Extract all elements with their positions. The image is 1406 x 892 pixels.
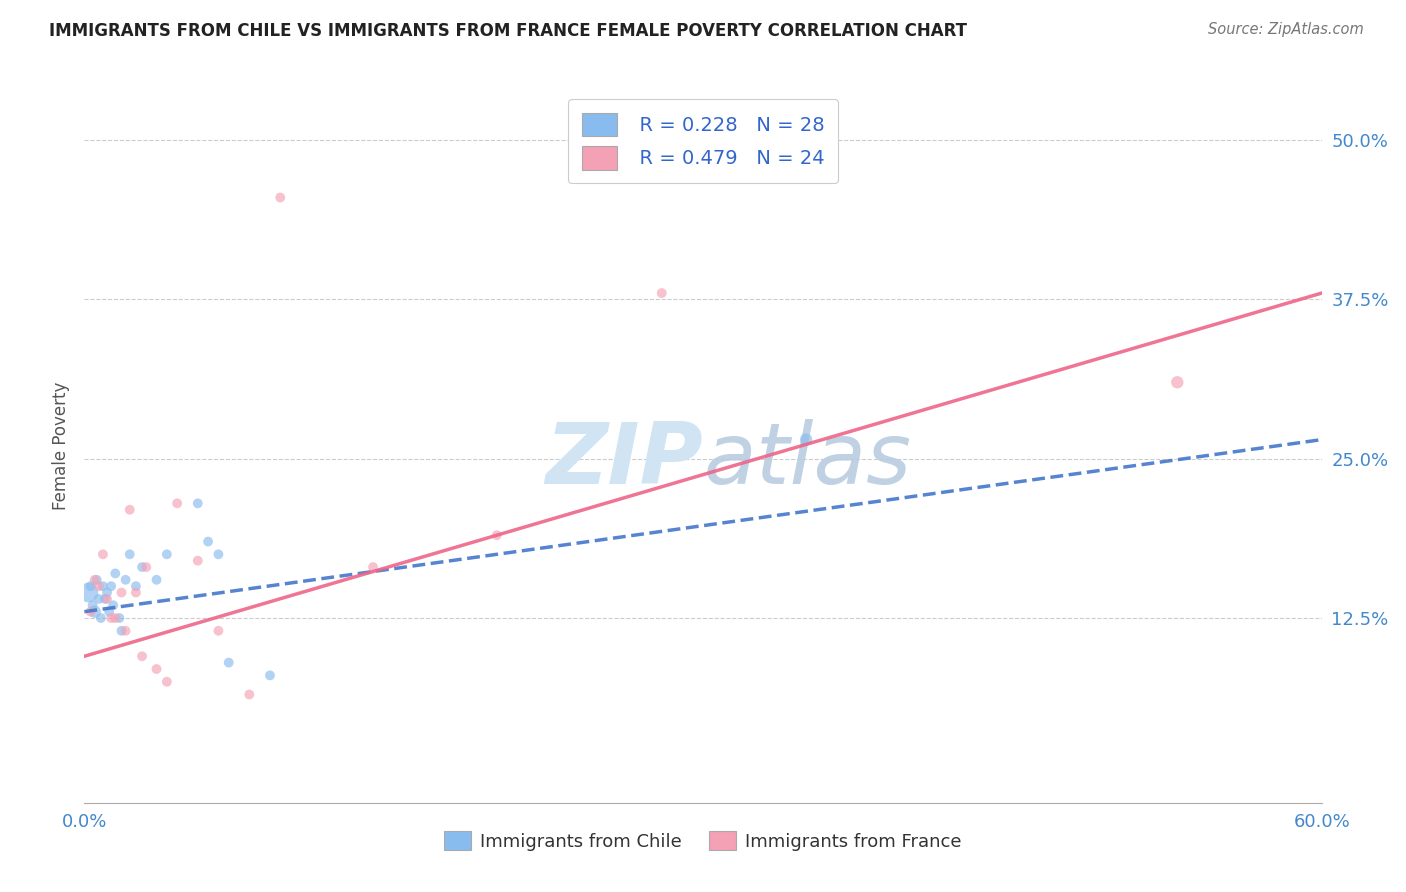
Point [125, 585, 148, 599]
Point [110, 585, 132, 599]
Point [83, 573, 105, 587]
Text: atlas: atlas [703, 418, 911, 502]
Point [77, 585, 100, 599]
Text: Source: ZipAtlas.com: Source: ZipAtlas.com [1208, 22, 1364, 37]
Point [238, 688, 260, 702]
Point [103, 599, 125, 613]
Point [104, 566, 127, 581]
Point [79, 605, 101, 619]
Point [86, 573, 108, 587]
Point [108, 611, 131, 625]
Point [131, 649, 153, 664]
Y-axis label: Female Poverty: Female Poverty [52, 382, 70, 510]
Text: ZIP: ZIP [546, 418, 703, 502]
Point [156, 674, 179, 689]
Point [125, 579, 148, 593]
Point [87, 591, 110, 606]
Point [1166, 376, 1188, 390]
Point [269, 190, 291, 204]
Point [100, 611, 122, 625]
Point [485, 528, 508, 542]
Point [207, 547, 229, 561]
Point [83, 605, 105, 619]
Point [207, 624, 229, 638]
Point [135, 560, 157, 574]
Point [98, 605, 121, 619]
Text: IMMIGRANTS FROM CHILE VS IMMIGRANTS FROM FRANCE FEMALE POVERTY CORRELATION CHART: IMMIGRANTS FROM CHILE VS IMMIGRANTS FROM… [49, 22, 967, 40]
Legend: Immigrants from Chile, Immigrants from France: Immigrants from Chile, Immigrants from F… [437, 824, 969, 858]
Point [361, 560, 384, 574]
Point [794, 433, 817, 447]
Point [91, 547, 114, 561]
Point [94, 591, 117, 606]
Point [187, 554, 209, 568]
Point [187, 496, 209, 510]
Point [100, 579, 122, 593]
Point [218, 656, 240, 670]
Point [259, 668, 281, 682]
Point [104, 611, 127, 625]
Point [87, 579, 110, 593]
Point [131, 560, 153, 574]
Point [166, 496, 188, 510]
Point [118, 547, 141, 561]
Point [156, 547, 179, 561]
Point [114, 573, 136, 587]
Point [96, 585, 118, 599]
Point [197, 534, 219, 549]
Point [114, 624, 136, 638]
Point [110, 624, 132, 638]
Point [118, 502, 141, 516]
Point [91, 579, 114, 593]
Point [79, 579, 101, 593]
Point [90, 611, 112, 625]
Point [145, 662, 167, 676]
Point [96, 591, 118, 606]
Point [145, 573, 167, 587]
Point [651, 286, 673, 301]
Point [82, 599, 104, 613]
